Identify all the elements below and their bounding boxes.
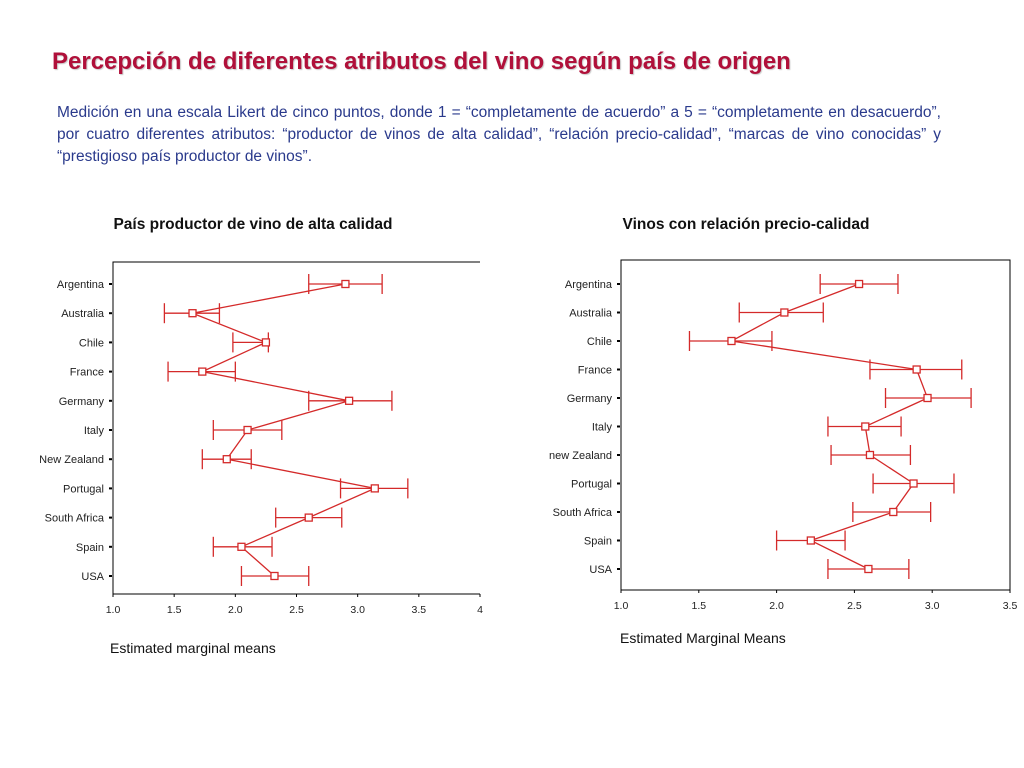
mean-point bbox=[341, 279, 350, 289]
mean-point bbox=[780, 308, 789, 317]
mean-point bbox=[237, 542, 246, 551]
slide-subtitle: Medición en una escala Likert de cinco p… bbox=[57, 104, 941, 165]
plot-frame bbox=[112, 261, 480, 595]
mean-point bbox=[261, 338, 271, 347]
mean-point bbox=[909, 479, 918, 488]
x-tick-label: 1.5 bbox=[691, 600, 706, 612]
y-tick-label: Spain bbox=[76, 542, 104, 554]
chart-1: País productor de vino de alta calidad Ar… bbox=[39, 216, 483, 656]
mean-point bbox=[304, 513, 313, 522]
mean-point bbox=[854, 279, 864, 289]
x-tick-label: 3.0 bbox=[350, 604, 365, 616]
mean-point bbox=[198, 367, 207, 376]
mean-point bbox=[243, 425, 252, 435]
chart-title: Vinos con relación precio-calidad bbox=[623, 216, 870, 233]
y-tick-label: Italy bbox=[84, 425, 105, 437]
mean-point bbox=[727, 336, 736, 346]
y-tick-label: Italy bbox=[592, 422, 613, 434]
y-tick-label: France bbox=[70, 367, 104, 379]
x-tick-label: 3.0 bbox=[925, 600, 940, 612]
y-tick-label: Germany bbox=[59, 396, 105, 408]
y-tick-label: Argentina bbox=[565, 279, 613, 291]
y-tick-label: Chile bbox=[79, 337, 104, 349]
y-tick-label: South Africa bbox=[553, 507, 613, 519]
y-tick-label: Spain bbox=[584, 536, 612, 548]
y-tick-label: Australia bbox=[569, 308, 613, 320]
x-tick-label: 2.5 bbox=[289, 604, 304, 616]
y-tick-label: New Zealand bbox=[39, 454, 104, 466]
mean-point bbox=[270, 571, 279, 581]
x-tick-label: 3.5 bbox=[1003, 600, 1018, 612]
x-tick-label: 4 bbox=[477, 604, 483, 616]
mean-point bbox=[864, 564, 873, 574]
y-tick-label: Germany bbox=[567, 393, 613, 405]
y-tick-label: France bbox=[578, 365, 612, 377]
mean-point bbox=[923, 393, 932, 403]
y-tick-label: South Africa bbox=[45, 513, 105, 525]
y-tick-label: new Zealand bbox=[549, 450, 612, 462]
plot-frame bbox=[620, 259, 1011, 591]
y-tick-label: Chile bbox=[587, 336, 612, 348]
x-tick-label: 3.5 bbox=[412, 604, 427, 616]
mean-point bbox=[370, 484, 379, 493]
chart-2: Vinos con relación precio-calidad Argenti… bbox=[549, 216, 1017, 646]
series-group bbox=[163, 274, 409, 586]
x-tick-label: 1.0 bbox=[106, 604, 121, 616]
y-tick-label: Australia bbox=[61, 308, 105, 320]
mean-point bbox=[912, 365, 921, 374]
mean-point bbox=[344, 396, 354, 405]
mean-point bbox=[188, 309, 197, 318]
x-axis-label: Estimated marginal means bbox=[110, 640, 276, 656]
x-axis-label: Estimated Marginal Means bbox=[620, 630, 786, 646]
chart-title: País productor de vino de alta calidad bbox=[113, 216, 392, 233]
mean-point bbox=[861, 422, 870, 431]
mean-point bbox=[222, 455, 231, 464]
x-tick-label: 1.5 bbox=[167, 604, 182, 616]
mean-point bbox=[889, 507, 898, 517]
slide-title: Percepción de diferentes atributos del v… bbox=[52, 48, 791, 75]
x-tick-label: 2.0 bbox=[769, 600, 784, 612]
mean-point bbox=[865, 450, 875, 460]
series-group bbox=[688, 274, 972, 579]
x-tick-label: 2.0 bbox=[228, 604, 243, 616]
y-tick-label: USA bbox=[589, 564, 612, 576]
y-tick-label: USA bbox=[81, 571, 104, 583]
y-tick-label: Portugal bbox=[571, 479, 612, 491]
x-tick-label: 2.5 bbox=[847, 600, 862, 612]
x-tick-label: 1.0 bbox=[614, 600, 629, 612]
y-tick-label: Portugal bbox=[63, 483, 104, 495]
mean-point bbox=[806, 536, 815, 545]
y-tick-label: Argentina bbox=[57, 279, 105, 291]
